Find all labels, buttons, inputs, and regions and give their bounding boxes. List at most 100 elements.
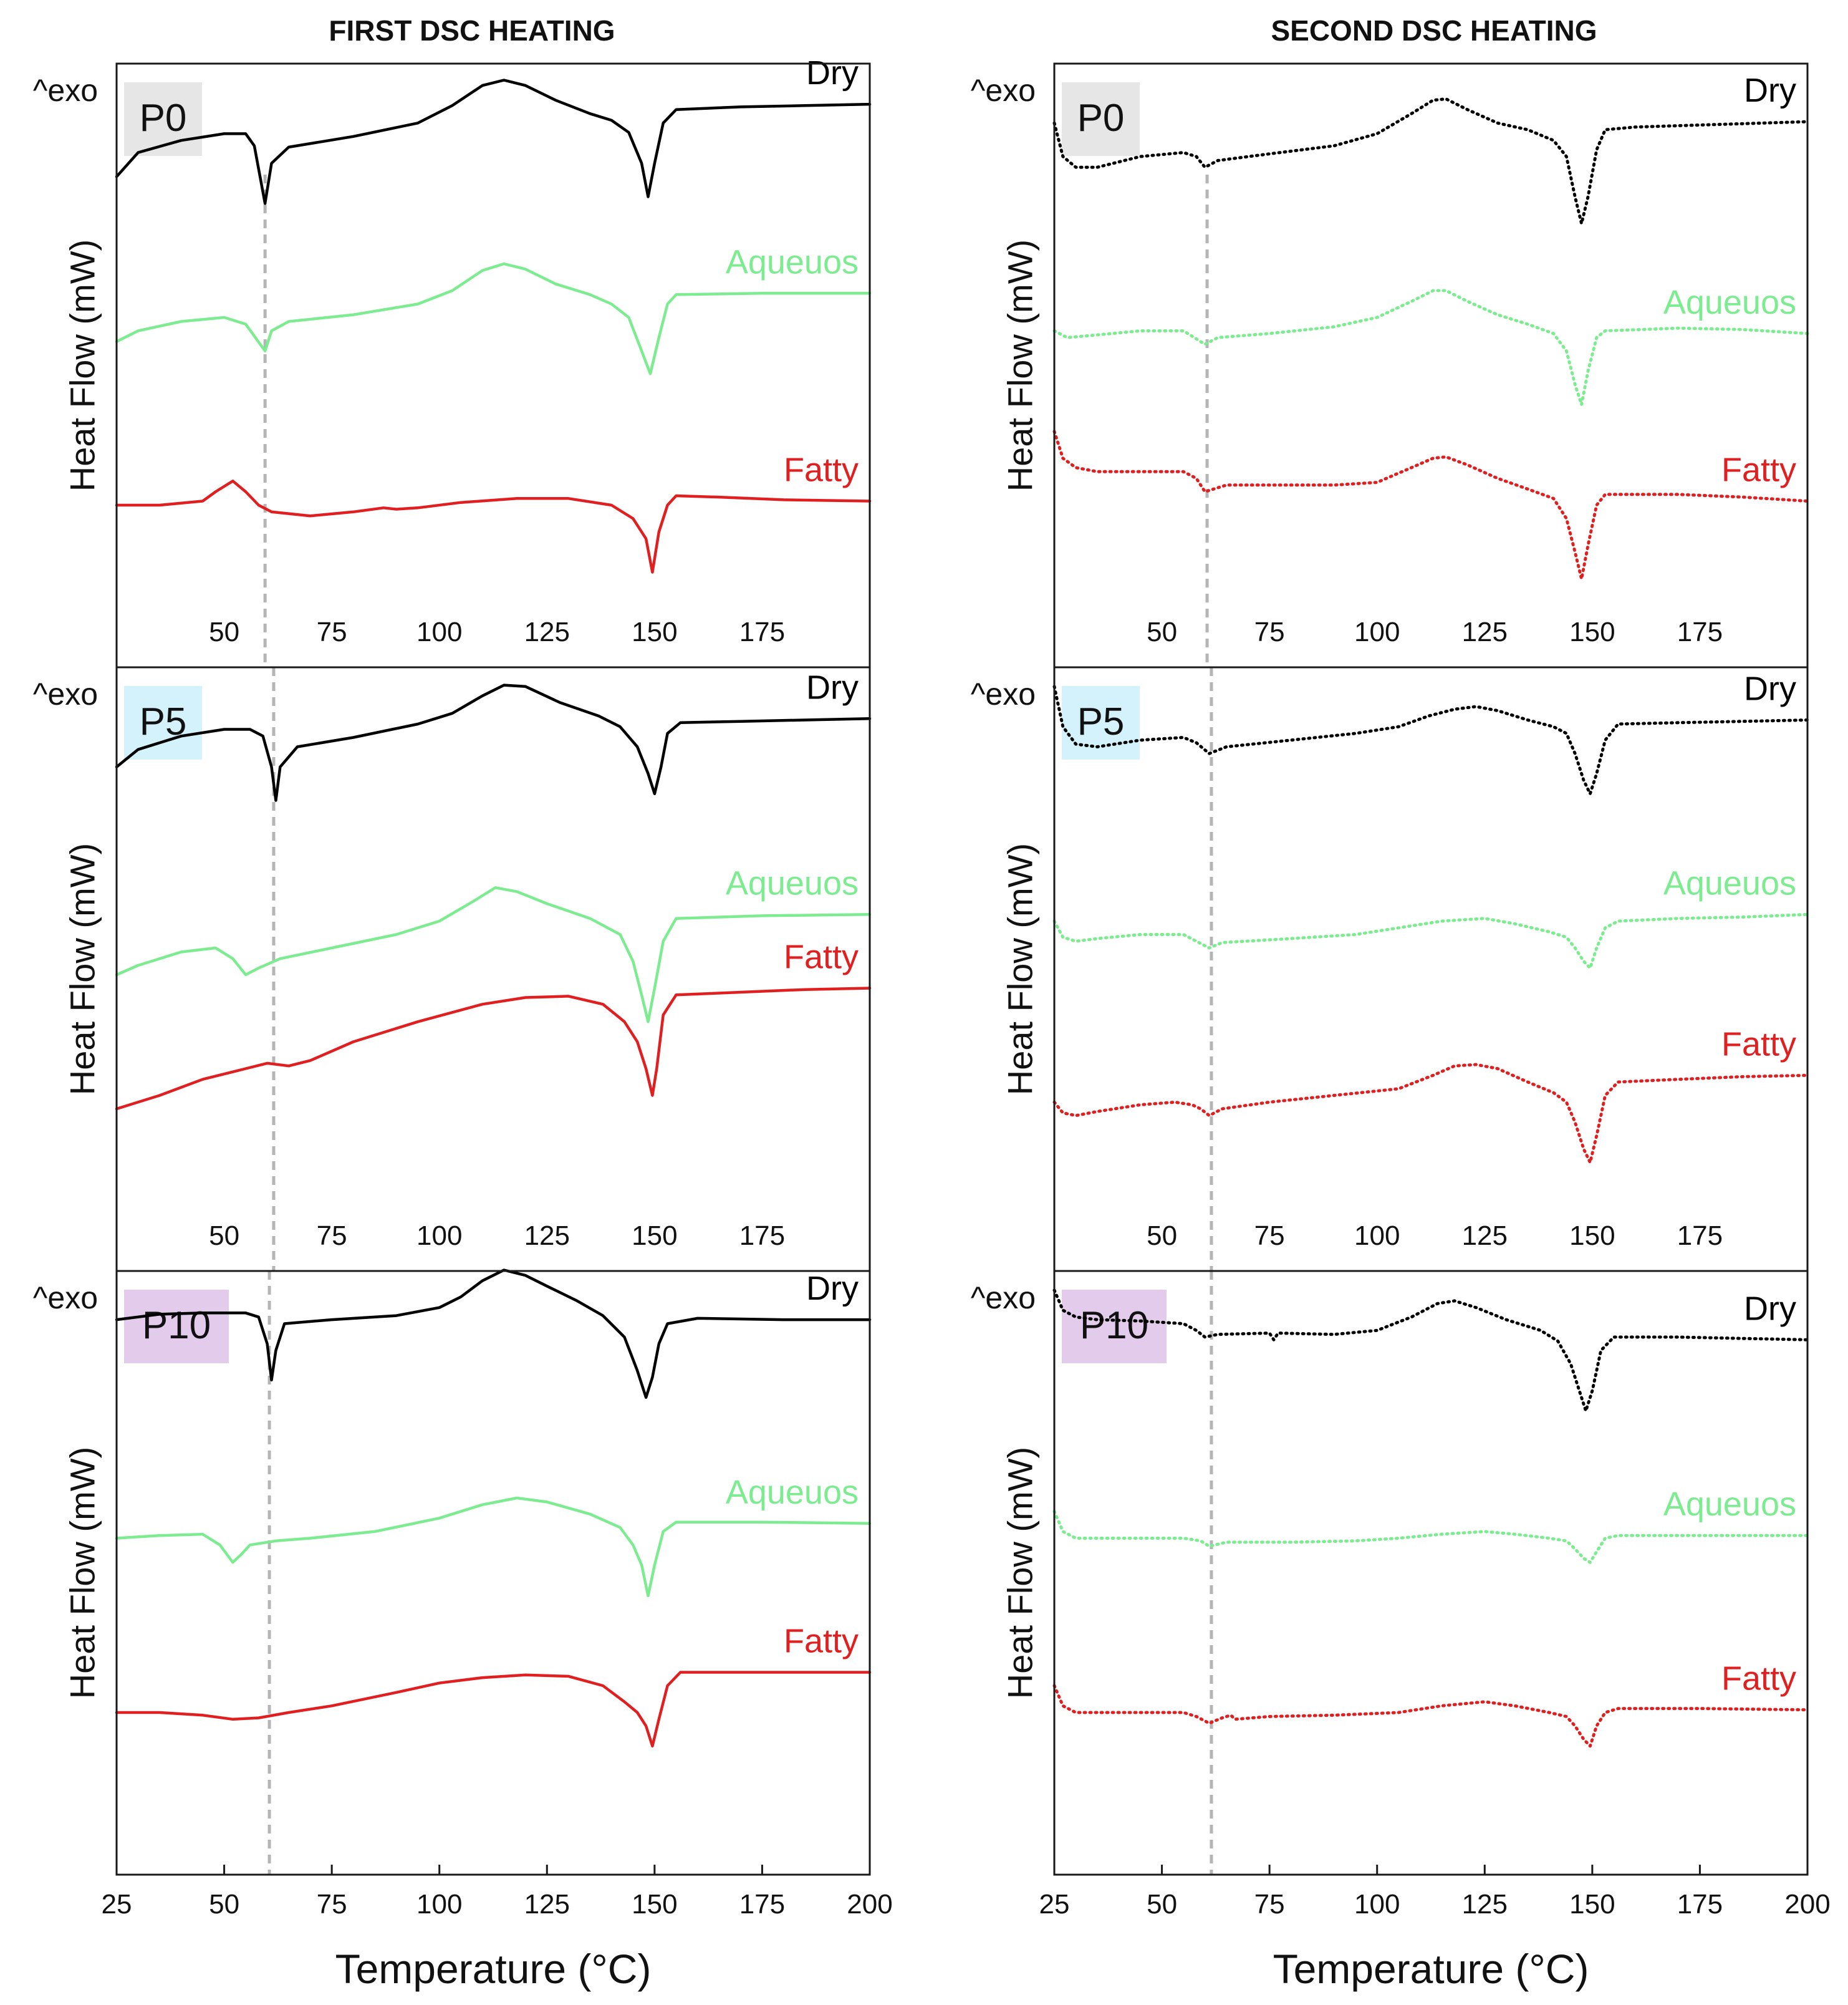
inner-tick-label: 125 (524, 617, 570, 647)
series-label: Aqueuos (1663, 1486, 1796, 1523)
series-label: Dry (806, 1270, 859, 1307)
inner-tick-label: 50 (1147, 617, 1177, 647)
inner-tick-label: 75 (1254, 617, 1285, 647)
exo-label: ^exo (971, 1280, 1036, 1315)
series-dry-curve (1052, 685, 1809, 796)
y-axis-label: Heat Flow (mW) (1001, 843, 1040, 1095)
series-label: Dry (806, 669, 859, 706)
series-label: Fatty (784, 1623, 859, 1660)
x-tick-label: 150 (1569, 1889, 1615, 1920)
y-axis-label: Heat Flow (mW) (1001, 239, 1040, 491)
series-label: Fatty (1721, 1660, 1796, 1698)
series-dry-curve (115, 79, 872, 205)
inner-tick-label: 175 (1677, 1220, 1723, 1251)
series-fatty-curve (1052, 1684, 1809, 1748)
x-tick-label: 100 (416, 1889, 462, 1920)
inner-tick-label: 50 (209, 617, 239, 647)
panel-label-box (1062, 686, 1140, 760)
panel-label: P10 (1080, 1304, 1148, 1347)
inner-tick-label: 75 (1254, 1220, 1285, 1251)
series-aqueuos-curve (1052, 289, 1809, 407)
series-aqueuos-curve (115, 1496, 872, 1598)
panel-label: P10 (142, 1304, 211, 1347)
x-tick-label: 200 (847, 1889, 892, 1920)
x-tick-label: 75 (317, 1889, 347, 1920)
series-aqueuos-curve (1052, 1510, 1809, 1564)
series-label: Aqueuos (726, 864, 859, 902)
x-tick-label: 125 (1462, 1889, 1508, 1920)
inner-tick-label: 50 (209, 1220, 239, 1251)
inner-tick-label: 175 (739, 1220, 785, 1251)
panel-label: P0 (1077, 97, 1125, 140)
y-axis-label: Heat Flow (mW) (63, 1447, 102, 1699)
panel-label-box (1062, 1290, 1167, 1363)
panel-p10: ^exo Heat Flow (mW) P10 Dry Aqueuos Fatty (33, 1268, 872, 1875)
exo-label: ^exo (33, 677, 98, 712)
inner-tick-label: 100 (416, 1220, 462, 1251)
exo-label: ^exo (971, 677, 1036, 712)
series-fatty-curve (1052, 430, 1809, 581)
inner-tick-label: 150 (632, 617, 677, 647)
x-tick-label: 100 (1354, 1889, 1400, 1920)
inner-tick-label: 100 (416, 617, 462, 647)
inner-tick-label: 150 (1569, 617, 1615, 647)
x-axis-label: Temperature (°C) (1273, 1946, 1589, 1992)
inner-tick-label: 75 (317, 1220, 347, 1251)
series-label: Aqueuos (726, 243, 859, 281)
series-label: Aqueuos (726, 1474, 859, 1511)
series-label: Fatty (784, 939, 859, 976)
inner-tick-label: 125 (524, 1220, 570, 1251)
exo-label: ^exo (971, 73, 1036, 108)
series-label: Fatty (1721, 452, 1796, 489)
inner-tick-label: 150 (1569, 1220, 1615, 1251)
x-tick-label: 175 (1677, 1889, 1723, 1920)
series-dry-curve (1052, 1288, 1809, 1413)
exo-label: ^exo (33, 73, 98, 108)
series-fatty-curve (115, 987, 872, 1111)
x-tick-label: 25 (1039, 1889, 1070, 1920)
inner-tick-label: 50 (1147, 1220, 1177, 1251)
panel-p5: ^exo Heat Flow (mW) P5 Dry Aqueuos Fatty 50 75 1… (971, 667, 1809, 1271)
series-fatty-curve (115, 480, 872, 574)
chart-column-2: SECOND DSC HEATING ^exo Heat Flow (mW) P0 Dr… (971, 14, 1831, 1992)
inner-tick-label: 100 (1354, 617, 1400, 647)
series-label: Dry (1744, 1290, 1796, 1327)
series-dry-curve (1052, 97, 1809, 225)
inner-tick-label: 100 (1354, 1220, 1400, 1251)
series-aqueuos-curve (115, 886, 872, 1023)
series-label: Fatty (784, 452, 859, 489)
series-aqueuos-curve (115, 262, 872, 375)
inner-tick-label: 125 (1462, 617, 1508, 647)
series-label: Aqueuos (1663, 284, 1796, 321)
series-label: Dry (1744, 670, 1796, 708)
series-label: Dry (806, 54, 859, 92)
x-tick-label: 50 (1147, 1889, 1177, 1920)
panel-label-box (124, 686, 202, 760)
inner-tick-label: 75 (317, 617, 347, 647)
inner-tick-label: 125 (1462, 1220, 1508, 1251)
panel-label-box (1062, 82, 1140, 156)
x-tick-label: 50 (209, 1889, 239, 1920)
panel-p0: ^exo Heat Flow (mW) P0 Dry Aqueuos Fatty 50 75 1… (971, 72, 1809, 667)
y-axis-label: Heat Flow (mW) (1001, 1447, 1040, 1699)
plot-frame (1053, 62, 1809, 1876)
panel-label-box (124, 1290, 229, 1363)
series-fatty-curve (115, 1671, 872, 1748)
panel-label: P5 (1077, 700, 1125, 743)
x-tick-label: 125 (524, 1889, 570, 1920)
chart-title: FIRST DSC HEATING (329, 14, 615, 47)
plot-frame (115, 62, 871, 1876)
series-fatty-curve (1052, 1063, 1809, 1164)
series-label: Dry (1744, 72, 1796, 109)
series-label: Aqueuos (1663, 864, 1796, 902)
panel-p0: ^exo Heat Flow (mW) P0 Dry Aqueuos Fatty 50 75 1… (33, 54, 872, 667)
inner-tick-label: 175 (739, 617, 785, 647)
series-aqueuos-curve (1052, 912, 1809, 970)
x-tick-label: 25 (102, 1889, 132, 1920)
panel-label: P0 (140, 97, 187, 140)
series-label: Fatty (1721, 1025, 1796, 1063)
chart-column-1: FIRST DSC HEATING ^exo Heat Flow (mW) P0 Dry… (33, 14, 893, 1992)
exo-label: ^exo (33, 1280, 98, 1315)
